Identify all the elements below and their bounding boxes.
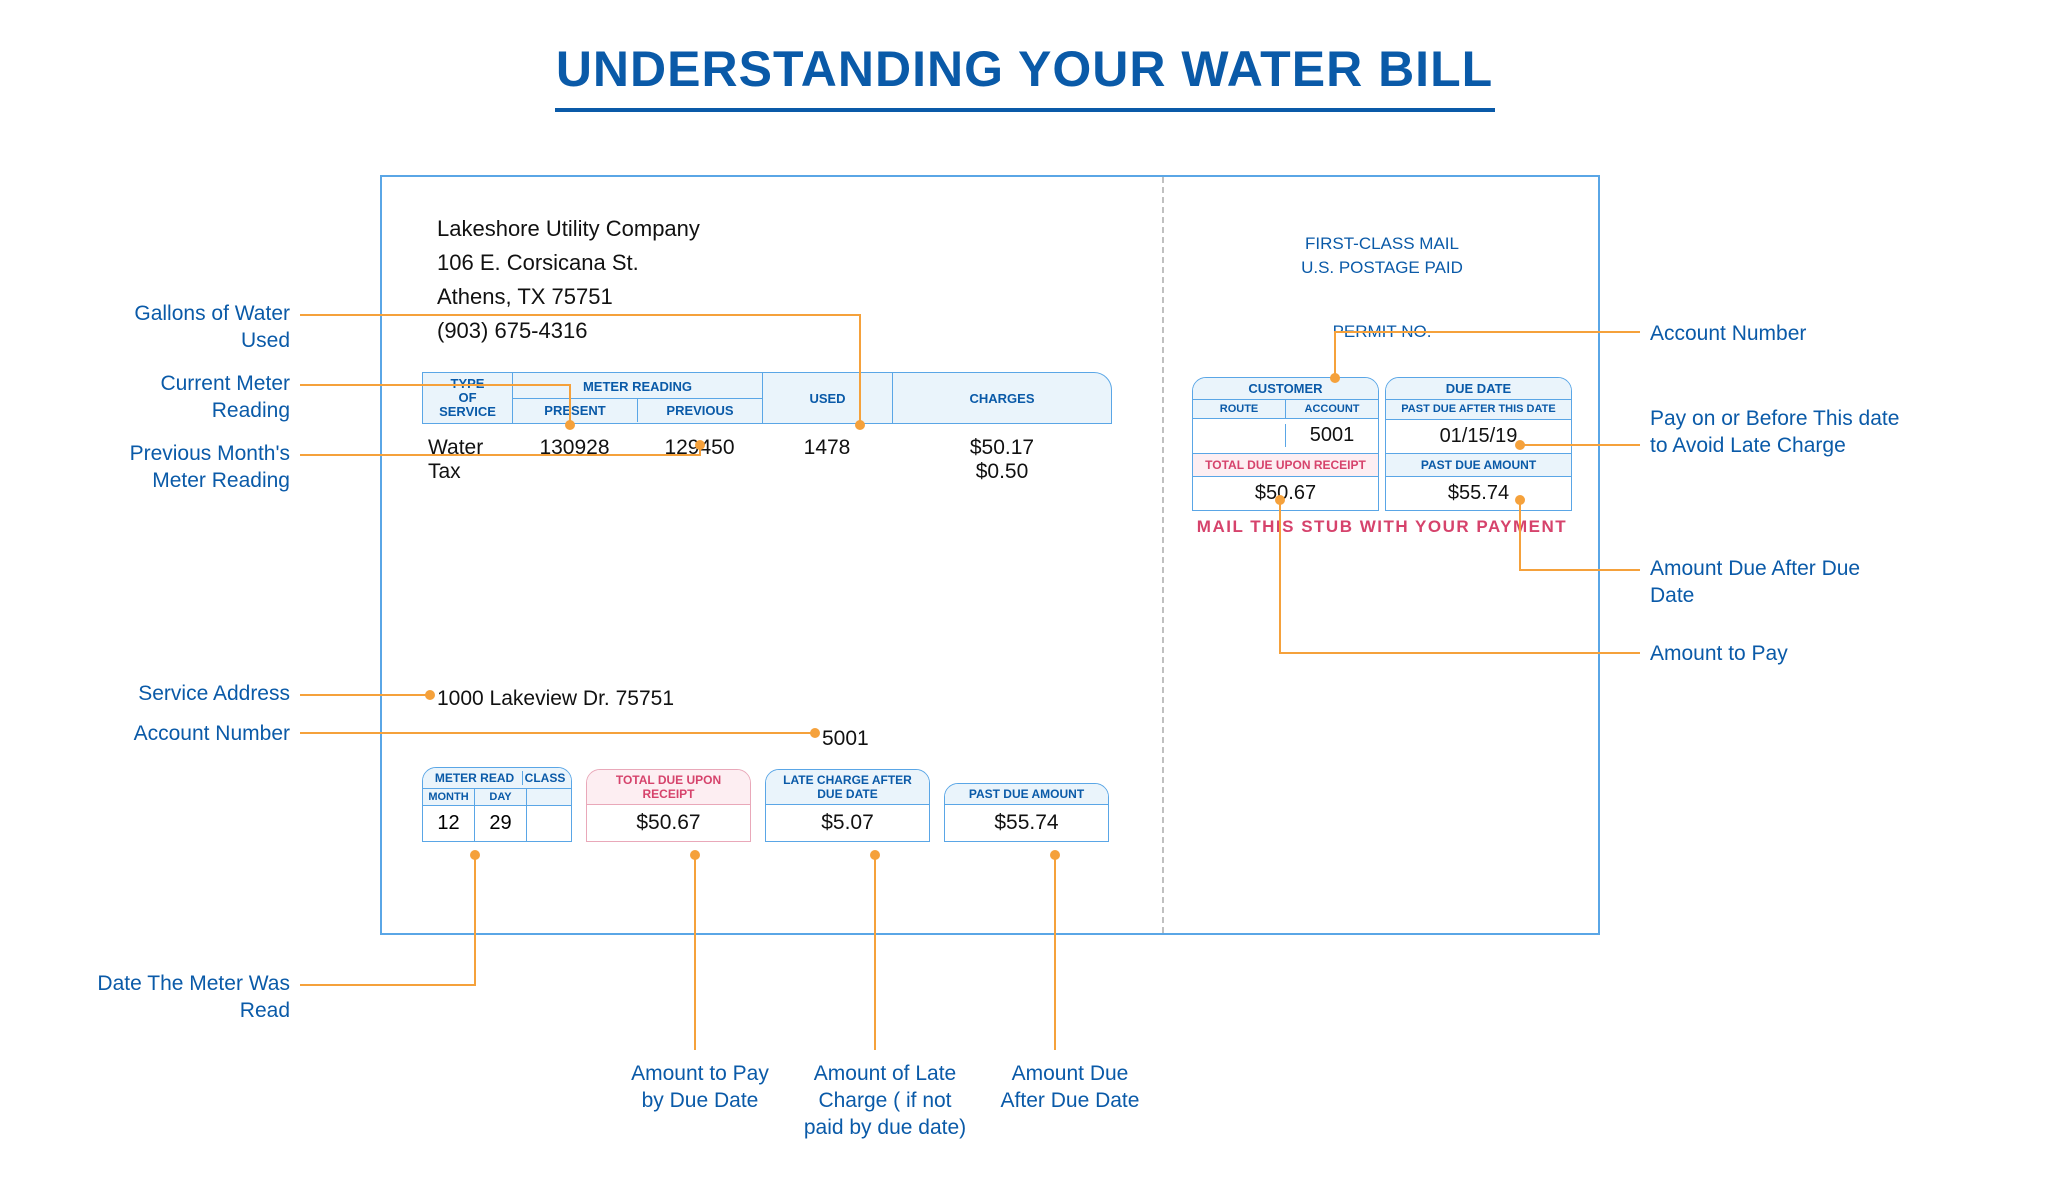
callout-amount-to-pay-right: Amount to Pay bbox=[1650, 640, 1910, 667]
callout-amount-due-after-bottom: Amount Due After Due Date bbox=[990, 1060, 1150, 1114]
class-sub bbox=[527, 789, 571, 805]
title-underline bbox=[555, 108, 1495, 112]
stub-customer-label: CUSTOMER bbox=[1193, 378, 1378, 400]
late-charge-label: LATE CHARGE AFTER DUE DATE bbox=[766, 770, 929, 805]
company-phone: (903) 675-4316 bbox=[437, 314, 700, 348]
stub-duedate-col: DUE DATE PAST DUE AFTER THIS DATE 01/15/… bbox=[1385, 377, 1572, 454]
bill-frame: Lakeshore Utility Company 106 E. Corsica… bbox=[380, 175, 1600, 935]
mail-line2: U.S. POSTAGE PAID bbox=[1252, 256, 1512, 280]
service-address-value: 1000 Lakeview Dr. 75751 bbox=[437, 687, 674, 711]
page-title: UNDERSTANDING YOUR WATER BILL bbox=[0, 40, 2049, 98]
callout-service-address: Service Address bbox=[80, 680, 290, 707]
cell-service: Water bbox=[422, 436, 512, 460]
header-used: USED bbox=[763, 373, 893, 423]
month-label: MONTH bbox=[423, 789, 475, 805]
day-value: 29 bbox=[475, 806, 527, 841]
meter-read-box: METER READ CLASS MONTH DAY 12 29 bbox=[422, 767, 572, 842]
callout-account-number-right: Account Number bbox=[1650, 320, 1910, 347]
stub-route-label: ROUTE bbox=[1193, 400, 1286, 418]
cell-previous bbox=[637, 460, 762, 484]
permit-no: PERMIT NO. bbox=[1252, 322, 1512, 342]
late-charge-value: $5.07 bbox=[766, 805, 929, 841]
cell-present: 130928 bbox=[512, 436, 637, 460]
day-label: DAY bbox=[475, 789, 527, 805]
meter-read-label: METER READ bbox=[427, 771, 523, 785]
company-address-block: Lakeshore Utility Company 106 E. Corsica… bbox=[437, 212, 700, 348]
late-charge-box: LATE CHARGE AFTER DUE DATE $5.07 bbox=[765, 769, 930, 842]
cell-used: 1478 bbox=[762, 436, 892, 460]
past-due-value: $55.74 bbox=[945, 805, 1108, 841]
past-due-box: PAST DUE AMOUNT $55.74 bbox=[944, 783, 1109, 842]
cell-charges: $0.50 bbox=[892, 460, 1112, 484]
perforation-line bbox=[1162, 177, 1164, 933]
stub-route-value bbox=[1193, 424, 1286, 447]
service-table-body: Water 130928 129450 1478 $50.17 Tax $0.5… bbox=[422, 436, 1112, 484]
stub-total-due-label: TOTAL DUE UPON RECEIPT bbox=[1193, 454, 1378, 477]
header-charges: CHARGES bbox=[893, 373, 1111, 423]
stub-pastdue-after-label: PAST DUE AFTER THIS DATE bbox=[1386, 400, 1571, 420]
header-meter-reading-label: METER READING bbox=[513, 375, 762, 399]
callout-date-meter-read: Date The Meter Was Read bbox=[80, 970, 290, 1024]
header-meter-reading: METER READING PRESENT PREVIOUS bbox=[513, 373, 763, 423]
header-present: PRESENT bbox=[513, 399, 638, 422]
past-due-label: PAST DUE AMOUNT bbox=[945, 784, 1108, 805]
company-street: 106 E. Corsicana St. bbox=[437, 246, 700, 280]
company-city: Athens, TX 75751 bbox=[437, 280, 700, 314]
stub-total-due-col: TOTAL DUE UPON RECEIPT $50.67 bbox=[1192, 454, 1379, 511]
summary-row: METER READ CLASS MONTH DAY 12 29 TOTAL D… bbox=[422, 767, 1109, 842]
month-value: 12 bbox=[423, 806, 475, 841]
class-label: CLASS bbox=[523, 771, 567, 785]
stub-account-value: 5001 bbox=[1286, 424, 1378, 447]
cell-used bbox=[762, 460, 892, 484]
stub-duedate-label: DUE DATE bbox=[1386, 378, 1571, 400]
callout-account-number-left: Account Number bbox=[80, 720, 290, 747]
stub-total-due-value: $50.67 bbox=[1193, 477, 1378, 510]
callout-pay-before: Pay on or Before This date to Avoid Late… bbox=[1650, 405, 1910, 459]
stub-past-due-label: PAST DUE AMOUNT bbox=[1386, 454, 1571, 477]
stub-account-label: ACCOUNT bbox=[1286, 400, 1378, 418]
callout-gallons: Gallons of Water Used bbox=[80, 300, 290, 354]
company-name: Lakeshore Utility Company bbox=[437, 212, 700, 246]
header-previous: PREVIOUS bbox=[638, 399, 762, 422]
service-table: TYPEOFSERVICE METER READING PRESENT PREV… bbox=[422, 372, 1112, 484]
header-type-of-service: TYPEOFSERVICE bbox=[423, 373, 513, 423]
callout-amount-due-after-right: Amount Due After Due Date bbox=[1650, 555, 1910, 609]
table-row: Water 130928 129450 1478 $50.17 bbox=[422, 436, 1112, 460]
cell-previous: 129450 bbox=[637, 436, 762, 460]
callout-previous-reading: Previous Month's Meter Reading bbox=[80, 440, 290, 494]
callout-current-reading: Current Meter Reading bbox=[80, 370, 290, 424]
table-row: Tax $0.50 bbox=[422, 460, 1112, 484]
stub-duedate-value: 01/15/19 bbox=[1386, 420, 1571, 453]
callout-amount-to-pay-bottom: Amount to Pay by Due Date bbox=[620, 1060, 780, 1114]
total-due-box: TOTAL DUE UPON RECEIPT $50.67 bbox=[586, 769, 751, 842]
mail-stub-text: MAIL THIS STUB WITH YOUR PAYMENT bbox=[1192, 517, 1572, 537]
mail-line1: FIRST-CLASS MAIL bbox=[1252, 232, 1512, 256]
stub-customer-col: CUSTOMER ROUTE ACCOUNT 5001 bbox=[1192, 377, 1379, 454]
cell-present bbox=[512, 460, 637, 484]
total-due-label: TOTAL DUE UPON RECEIPT bbox=[587, 770, 750, 805]
account-number-center: 5001 bbox=[822, 727, 869, 751]
mail-block: FIRST-CLASS MAIL U.S. POSTAGE PAID bbox=[1252, 232, 1512, 280]
class-value bbox=[527, 806, 571, 841]
stub-past-due-value: $55.74 bbox=[1386, 477, 1571, 510]
payment-stub: CUSTOMER ROUTE ACCOUNT 5001 DUE DATE PAS… bbox=[1192, 377, 1572, 537]
cell-charges: $50.17 bbox=[892, 436, 1112, 460]
total-due-value: $50.67 bbox=[587, 805, 750, 841]
stub-past-due-col: PAST DUE AMOUNT $55.74 bbox=[1385, 454, 1572, 511]
cell-service: Tax bbox=[422, 460, 512, 484]
callout-late-charge-bottom: Amount of Late Charge ( if not paid by d… bbox=[800, 1060, 970, 1141]
service-table-header: TYPEOFSERVICE METER READING PRESENT PREV… bbox=[422, 372, 1112, 424]
